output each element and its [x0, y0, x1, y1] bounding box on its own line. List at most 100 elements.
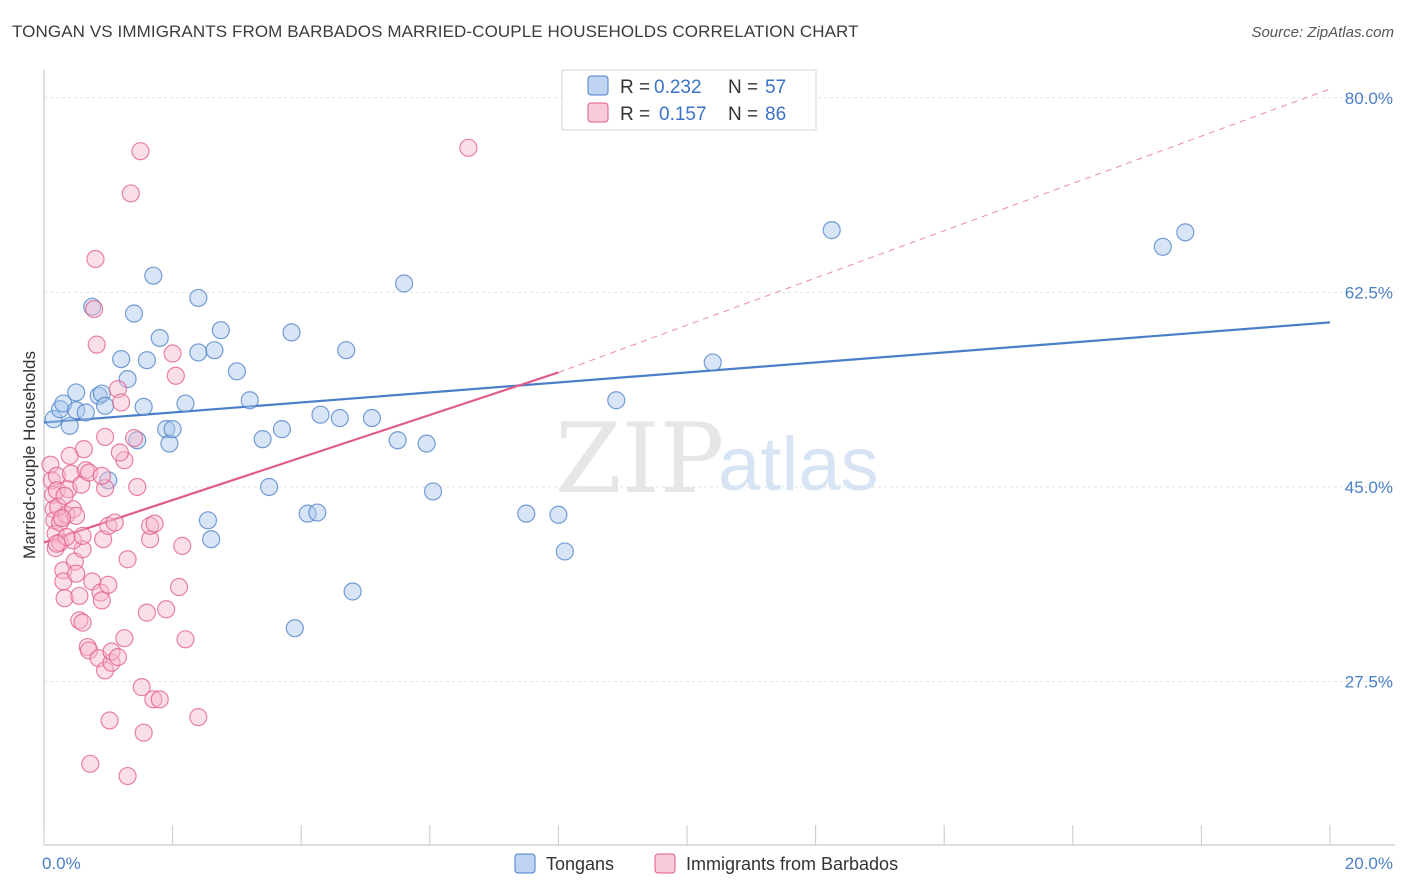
point-tongans — [163, 420, 182, 439]
x-tick-label: 20.0% — [1345, 854, 1393, 873]
y-tick-label: 27.5% — [1345, 673, 1393, 692]
point-barbados — [81, 754, 100, 773]
point-tongans — [259, 477, 279, 497]
point-tongans — [76, 403, 95, 422]
point-barbados — [131, 142, 150, 161]
series-legend: Tongans Immigrants from Barbados — [514, 853, 898, 874]
bottom-legend-barbados: Immigrants from Barbados — [686, 854, 898, 874]
point-tongans — [137, 351, 156, 370]
point-tongans — [189, 343, 208, 362]
point-tongans — [124, 304, 144, 323]
point-tongans — [272, 420, 292, 439]
point-barbados — [144, 690, 163, 709]
point-tongans — [160, 434, 179, 453]
point-barbados — [86, 249, 105, 269]
point-tongans — [134, 397, 153, 417]
point-tongans — [549, 505, 568, 524]
point-barbados — [87, 335, 106, 354]
point-tongans — [311, 405, 330, 424]
point-barbados — [150, 690, 169, 709]
watermark: ZIP atlas — [555, 403, 879, 515]
point-barbados — [73, 613, 92, 632]
point-tongans — [394, 274, 414, 293]
point-tongans — [607, 391, 626, 410]
point-barbados — [70, 611, 89, 630]
y-axis-title: Married-couple Households — [20, 351, 39, 559]
point-barbados — [176, 630, 195, 649]
point-barbados — [108, 647, 128, 667]
point-tongans — [227, 362, 246, 381]
point-tongans — [282, 323, 301, 342]
point-barbados — [94, 530, 113, 549]
legend-n-value-2: 86 — [765, 104, 786, 125]
legend-swatch-barbados — [587, 102, 609, 123]
point-barbados — [100, 711, 119, 730]
point-barbados — [67, 506, 86, 525]
point-barbados — [52, 508, 72, 528]
point-barbados — [91, 583, 110, 602]
point-tongans — [417, 434, 436, 453]
point-barbados — [118, 550, 137, 569]
data-points — [41, 138, 1195, 786]
point-tongans — [337, 341, 356, 360]
trend-line-barbados-extension — [558, 88, 1331, 373]
point-tongans — [50, 400, 70, 419]
chart-title: TONGAN VS IMMIGRANTS FROM BARBADOS MARRI… — [12, 22, 859, 41]
point-barbados — [137, 603, 156, 622]
legend-r-value-2: 0.157 — [659, 104, 707, 125]
point-tongans — [211, 321, 230, 340]
stats-legend: R = 0.232 N = 57 R = 0.157 N = 86 — [561, 69, 817, 131]
point-barbados — [124, 428, 144, 448]
bottom-swatch-barbados — [654, 853, 676, 874]
point-barbados — [95, 427, 115, 447]
point-barbados — [173, 536, 192, 555]
point-barbados — [47, 466, 66, 485]
point-tongans — [1153, 237, 1172, 256]
point-tongans — [128, 431, 147, 450]
point-barbados — [85, 299, 104, 319]
point-barbados — [121, 184, 140, 203]
point-barbados — [166, 366, 185, 385]
point-barbados — [145, 514, 164, 533]
point-barbados — [47, 534, 66, 553]
point-barbados — [157, 600, 176, 619]
trend-line-barbados — [43, 371, 559, 544]
grid-lines — [44, 97, 1395, 683]
point-tongans — [95, 396, 115, 415]
legend-r-label-2: R = — [620, 104, 650, 125]
tick-labels: 80.0% 62.5% 45.0% 27.5% 0.0% 20.0% — [42, 89, 1393, 873]
point-barbados — [163, 344, 182, 363]
legend-n-label-2: N = — [728, 104, 758, 125]
legend-r-value-1: 0.232 — [654, 77, 702, 98]
point-tongans — [176, 394, 195, 413]
point-tongans — [60, 416, 79, 435]
watermark-atlas: atlas — [718, 422, 879, 507]
point-tongans — [343, 582, 362, 601]
axes — [43, 70, 1395, 846]
point-barbados — [108, 380, 128, 399]
point-tongans — [703, 353, 722, 372]
trend-line-tongans — [43, 321, 1331, 424]
ticks — [43, 825, 1331, 845]
point-barbados — [55, 486, 74, 505]
point-tongans — [67, 383, 86, 402]
point-barbados — [73, 526, 92, 545]
point-tongans — [298, 504, 317, 523]
point-barbados — [189, 708, 208, 727]
watermark-zip: ZIP — [555, 403, 724, 515]
point-tongans — [157, 420, 176, 439]
point-tongans — [285, 619, 304, 638]
point-tongans — [205, 341, 224, 360]
point-tongans — [150, 328, 169, 348]
point-tongans — [240, 391, 259, 410]
point-tongans — [1176, 223, 1195, 242]
point-barbados — [105, 513, 124, 532]
point-barbados — [99, 575, 118, 594]
point-barbados — [76, 461, 95, 480]
point-tongans — [118, 370, 137, 389]
point-barbados — [70, 586, 89, 606]
point-barbados — [74, 440, 93, 459]
point-barbados — [112, 393, 131, 412]
y-tick-label: 45.0% — [1345, 478, 1393, 497]
